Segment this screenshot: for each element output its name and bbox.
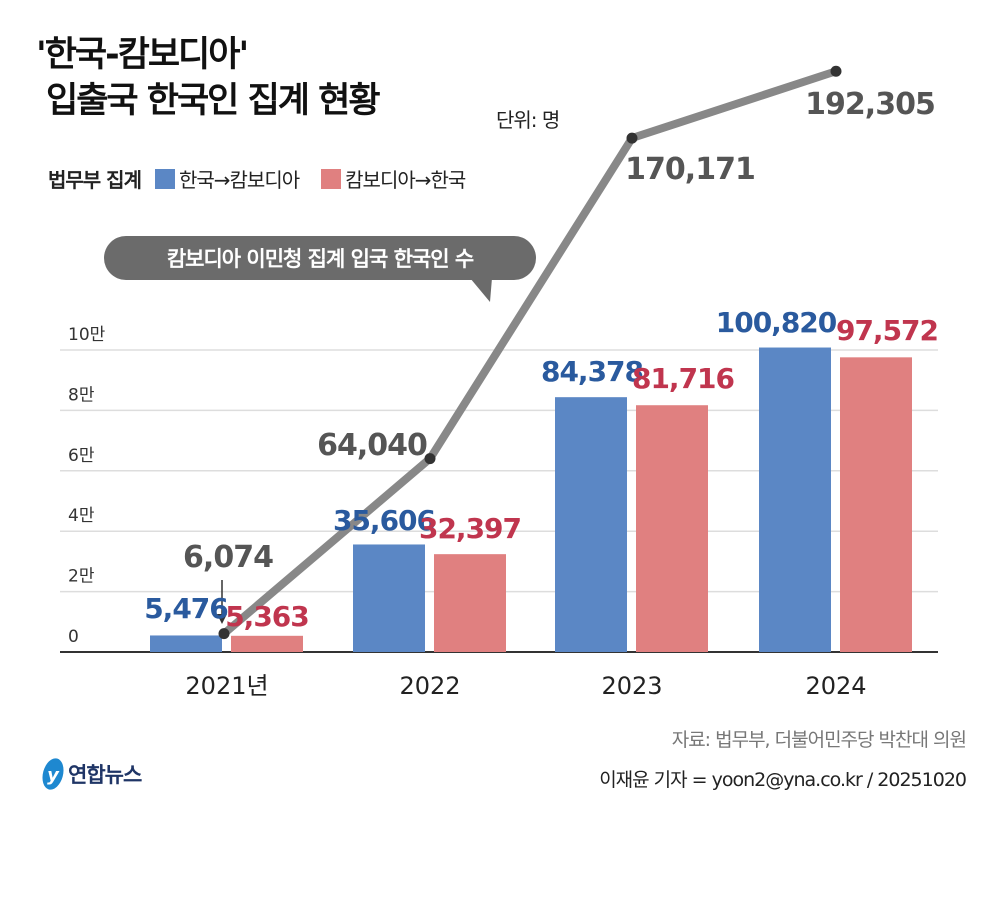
callout: 캄보디아 이민청 집계 입국 한국인 수	[104, 236, 536, 302]
arrow-head	[217, 614, 227, 624]
y-tick-label: 6만	[68, 446, 95, 466]
line-value-label: 192,305	[805, 87, 935, 122]
x-tick-label: 2022	[399, 672, 460, 700]
bar-blue	[353, 544, 425, 652]
credit-text: 이재윤 기자 = yoon2@yna.co.kr / 20251020	[599, 769, 967, 791]
line-point	[626, 132, 638, 144]
y-tick-label: 4만	[68, 506, 95, 526]
callout-bubble	[104, 236, 536, 280]
bar-red	[434, 554, 506, 652]
line-point	[424, 453, 436, 465]
title-line2: 입출국 한국인 집계 현황	[46, 81, 381, 121]
y-tick-label: 10만	[68, 325, 106, 345]
line-point	[830, 65, 842, 77]
bar-blue	[759, 347, 831, 652]
y-tick-label: 2만	[68, 567, 95, 587]
yonhap-logo: y 연합뉴스	[40, 756, 142, 792]
bar-red	[231, 635, 303, 652]
svg-text:y: y	[47, 765, 60, 786]
line-value-label: 170,171	[625, 152, 755, 187]
bar-red	[636, 405, 708, 652]
line-value-label: 6,074	[183, 540, 273, 575]
legend-item-0: 한국→캄보디아	[178, 168, 300, 192]
line-point	[218, 628, 230, 640]
bar-red	[840, 357, 912, 652]
x-tick-label: 2023	[601, 672, 662, 700]
title-line1: '한국-캄보디아'	[36, 35, 249, 75]
bar-value-label: 5,476	[144, 592, 228, 625]
bar-blue	[555, 397, 627, 652]
legend-group-label: 법무부 집계	[48, 168, 142, 192]
bar-value-label: 35,606	[333, 504, 435, 537]
legend-item-1: 캄보디아→한국	[345, 168, 466, 192]
bar-blue	[150, 635, 222, 652]
bar-value-label: 84,378	[541, 355, 643, 388]
bar-value-label: 97,572	[836, 314, 938, 347]
source-text: 자료: 법무부, 더불어민주당 박찬대 의원	[671, 729, 967, 751]
callout-text: 캄보디아 이민청 집계 입국 한국인 수	[167, 247, 474, 271]
y-tick-label: 0	[68, 627, 79, 647]
legend-swatch-blue	[154, 168, 175, 189]
unit-label: 단위: 명	[496, 108, 560, 132]
yonhap-logo-icon: y	[42, 758, 64, 790]
bar-value-label: 81,716	[632, 362, 734, 395]
legend-swatch-red	[321, 168, 342, 189]
bar-value-label: 32,397	[419, 512, 521, 545]
y-tick-label: 8만	[68, 385, 95, 405]
x-tick-label: 2021년	[185, 672, 268, 700]
bar-value-label: 100,820	[716, 306, 837, 339]
line-series	[221, 67, 838, 637]
x-tick-label: 2024	[805, 672, 866, 700]
line-value-label: 64,040	[317, 428, 427, 463]
bar-value-label: 5,363	[225, 600, 309, 633]
logo-text: 연합뉴스	[68, 763, 142, 787]
legend: 법무부 집계 한국→캄보디아 캄보디아→한국	[48, 164, 466, 193]
callout-tail	[470, 278, 492, 302]
